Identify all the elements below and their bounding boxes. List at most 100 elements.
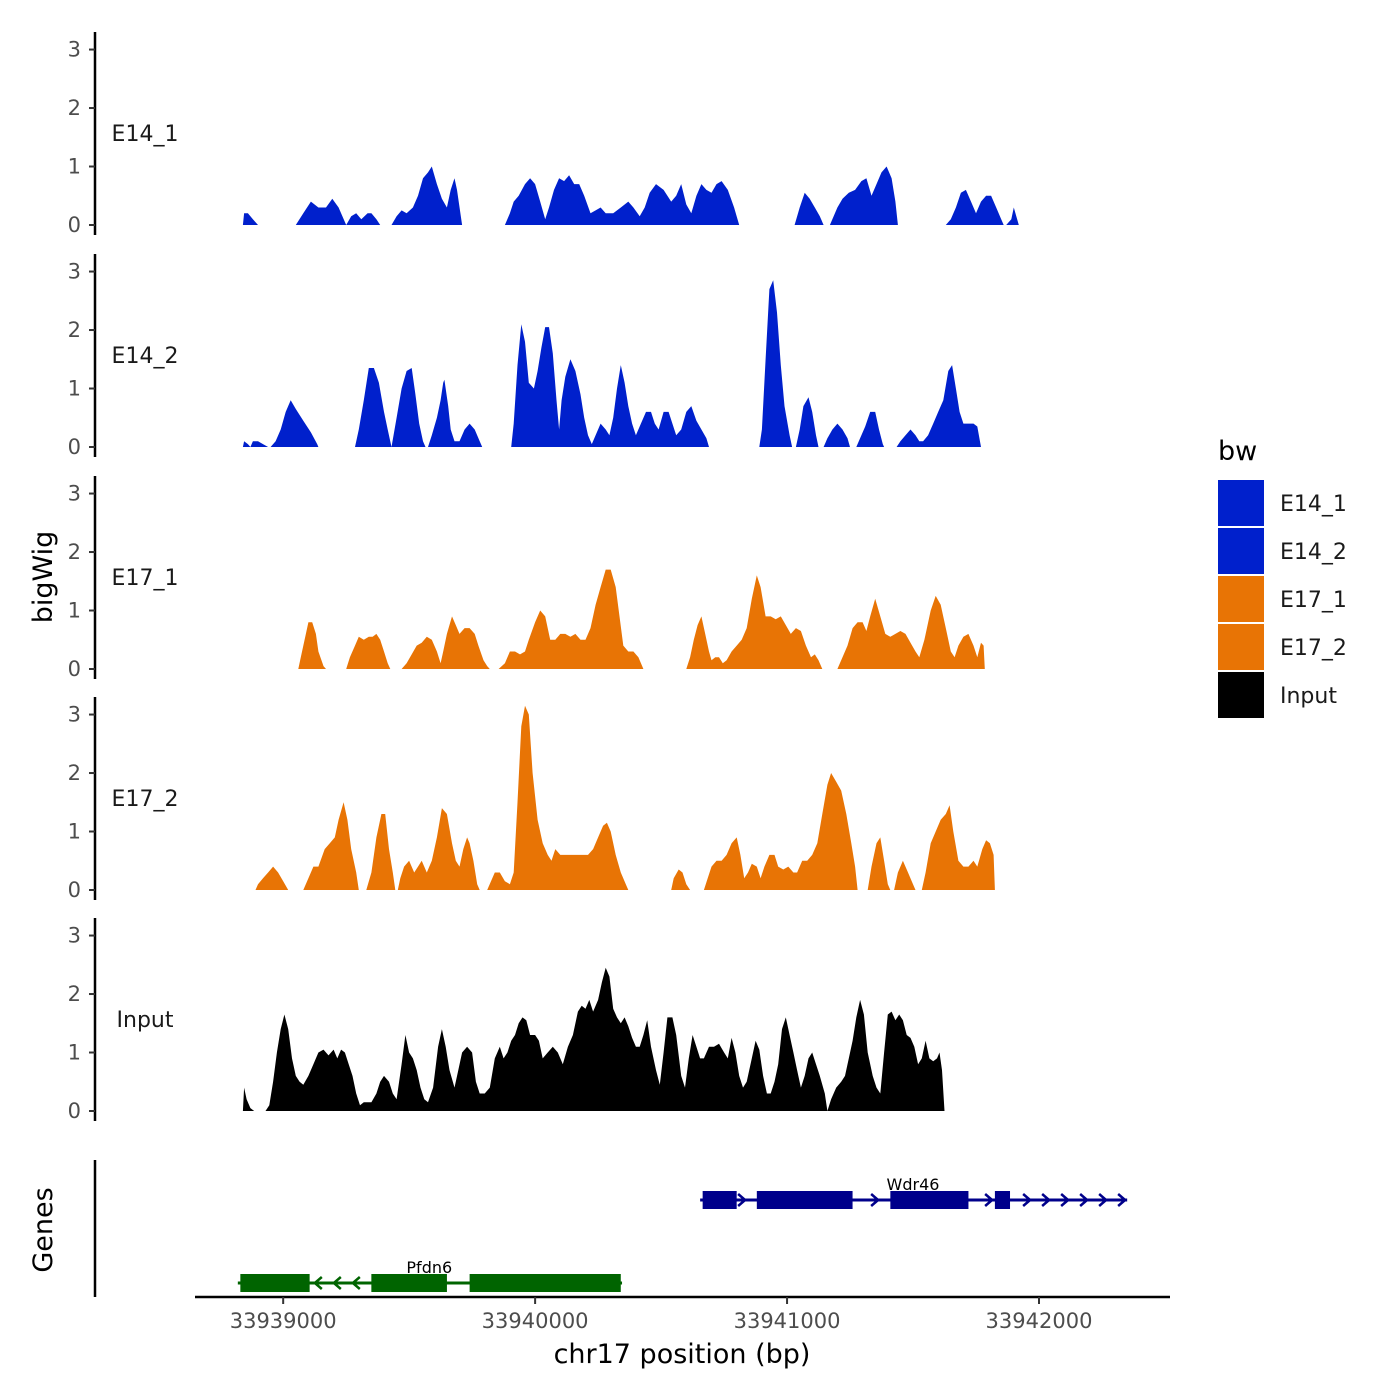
y-tick-label: 1 xyxy=(68,155,81,179)
signal-area xyxy=(255,866,289,890)
legend-label: E14_2 xyxy=(1280,540,1347,565)
strand-arrow xyxy=(1060,1193,1071,1207)
strand-arrow xyxy=(312,1276,323,1290)
y-tick-label: 3 xyxy=(68,924,81,948)
signal-area xyxy=(498,569,644,669)
gene-exon xyxy=(994,1191,1011,1209)
legend: bw E14_1 E14_2 E17_1 E17_2 Input xyxy=(1218,436,1347,718)
signal-area xyxy=(829,166,898,225)
strand-arrow xyxy=(1022,1193,1033,1207)
gene-exon xyxy=(890,1191,969,1209)
y-axis-title: bigWig xyxy=(28,531,59,624)
legend-title: bw xyxy=(1218,436,1257,467)
legend-swatch xyxy=(1218,528,1264,574)
signal-area xyxy=(270,400,319,447)
y-tick-label: 1 xyxy=(68,820,81,844)
x-tick-label: 33942000 xyxy=(986,1309,1093,1333)
track-label: Input xyxy=(117,1008,174,1033)
y-tick-label: 0 xyxy=(68,657,81,681)
genes-panel: Wdr46 Pfdn6 xyxy=(93,1160,1128,1297)
legend-label: E14_1 xyxy=(1280,492,1347,517)
legend-swatch xyxy=(1218,576,1264,622)
y-tick-label: 3 xyxy=(68,703,81,727)
gene-exon xyxy=(240,1274,310,1292)
y-tick-label: 3 xyxy=(68,260,81,284)
signal-area xyxy=(703,773,858,890)
legend-swatch xyxy=(1218,672,1264,718)
strand-arrow xyxy=(1079,1193,1090,1207)
signal-area xyxy=(504,175,740,225)
track-label: E14_1 xyxy=(112,122,179,147)
y-tick-label: 2 xyxy=(68,96,81,120)
signal-area xyxy=(867,837,891,890)
signal-area xyxy=(823,423,850,447)
y-tick-label: 0 xyxy=(68,435,81,459)
gene-exon xyxy=(756,1191,853,1209)
y-tick-label: 1 xyxy=(68,599,81,623)
track-input: 0 1 2 3 Input xyxy=(68,918,945,1123)
signal-area xyxy=(921,805,995,890)
y-tick-label: 2 xyxy=(68,540,81,564)
signal-area xyxy=(295,198,381,225)
signal-area xyxy=(242,441,269,447)
x-axis-title: chr17 position (bp) xyxy=(554,1339,811,1370)
strand-arrow xyxy=(984,1193,995,1207)
signal-area xyxy=(896,365,981,447)
signal-area xyxy=(759,280,793,447)
signal-area xyxy=(366,814,396,890)
signal-area xyxy=(794,192,824,225)
legend-swatch xyxy=(1218,480,1264,526)
signal-area xyxy=(346,633,391,669)
signal-area xyxy=(894,860,916,890)
genes-axis-title: Genes xyxy=(28,1187,59,1272)
track-label: E17_1 xyxy=(112,566,179,591)
gene-wdr46: Wdr46 xyxy=(700,1175,1128,1209)
strand-arrow xyxy=(870,1193,881,1207)
track-e17-2: 0 1 2 3 E17_2 xyxy=(68,697,995,902)
signal-area xyxy=(428,379,483,447)
x-tick-label: 33941000 xyxy=(734,1309,841,1333)
track-e14-1: 0 1 2 3 E14_1 xyxy=(68,32,1019,237)
signal-area xyxy=(671,869,691,890)
strand-arrow xyxy=(331,1276,342,1290)
signal-area xyxy=(487,705,629,890)
y-tick-label: 3 xyxy=(68,482,81,506)
y-tick-label: 1 xyxy=(68,377,81,401)
track-e14-2: 0 1 2 3 E14_2 xyxy=(68,254,981,459)
signal-tracks: 0 1 2 3 E14_1 0 1 2 3 E14_2 0 1 2 3 E17_1 0 1 2 3 E17_2 0 1 2 3… xyxy=(68,32,1019,1123)
y-tick-label: 2 xyxy=(68,318,81,342)
track-e17-1: 0 1 2 3 E17_1 xyxy=(68,476,985,681)
signal-area xyxy=(242,1087,255,1111)
signal-area xyxy=(686,575,823,669)
y-tick-label: 0 xyxy=(68,1099,81,1123)
signal-area xyxy=(827,999,945,1111)
signal-area xyxy=(397,808,480,890)
signal-area xyxy=(837,595,985,669)
signal-area xyxy=(945,189,1004,225)
signal-area xyxy=(242,213,258,225)
y-tick-label: 1 xyxy=(68,1041,81,1065)
signal-area xyxy=(401,616,490,669)
y-tick-label: 2 xyxy=(68,761,81,785)
strand-arrow xyxy=(350,1276,361,1290)
signal-area xyxy=(391,166,463,225)
x-tick-label: 33939000 xyxy=(230,1309,337,1333)
gene-name-label: Pfdn6 xyxy=(406,1258,452,1277)
y-tick-label: 0 xyxy=(68,213,81,237)
y-tick-label: 0 xyxy=(68,878,81,902)
gene-exon xyxy=(469,1274,621,1292)
strand-arrow xyxy=(737,1193,748,1207)
signal-area xyxy=(511,324,709,447)
signal-area xyxy=(303,802,359,890)
signal-area xyxy=(1006,207,1019,225)
gene-exon xyxy=(371,1274,447,1292)
gene-pfdn6: Pfdn6 xyxy=(237,1258,623,1292)
legend-swatch xyxy=(1218,624,1264,670)
y-tick-label: 3 xyxy=(68,38,81,62)
legend-label: Input xyxy=(1280,684,1337,709)
signal-area xyxy=(355,368,426,447)
x-axis: 33939000 33940000 33941000 33942000 xyxy=(195,1295,1170,1333)
legend-label: E17_2 xyxy=(1280,636,1347,661)
strand-arrow xyxy=(1098,1193,1109,1207)
gene-exon xyxy=(702,1191,737,1209)
